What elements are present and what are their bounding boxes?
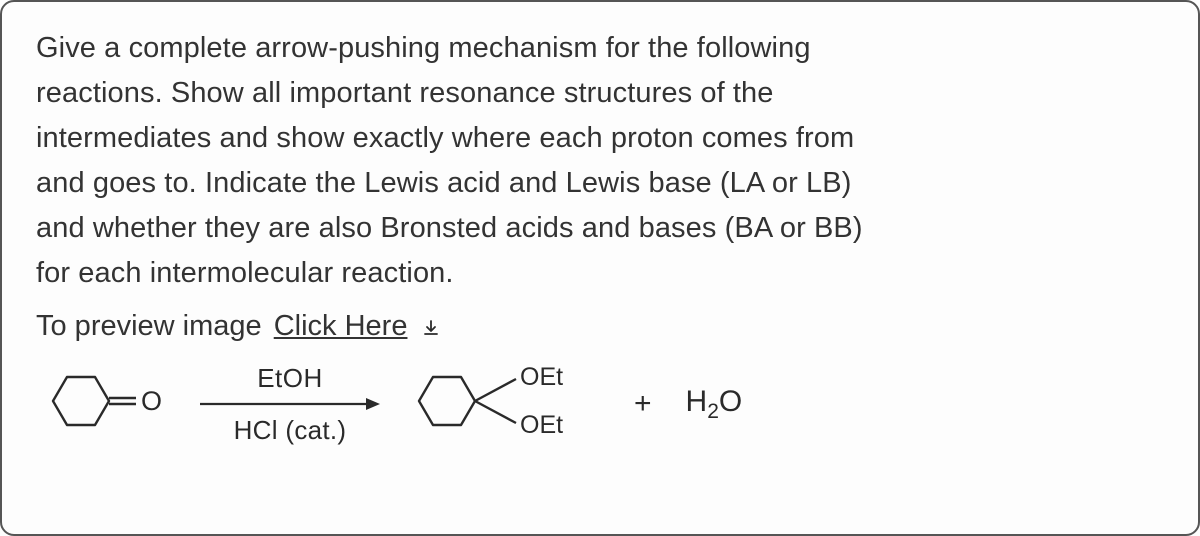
preview-prefix: To preview image <box>36 310 262 342</box>
reaction-arrow-block: EtOH HCl (cat.) <box>198 365 382 443</box>
prompt-line: Give a complete arrow-pushing mechanism … <box>36 32 811 64</box>
reaction-arrow-icon <box>198 393 382 415</box>
reactant-cyclohexanone: O <box>44 373 170 436</box>
water-o: O <box>719 385 742 418</box>
prompt-line: and goes to. Indicate the Lewis acid and… <box>36 167 851 199</box>
water-h: H <box>686 385 708 418</box>
arrow-reagent-top: EtOH <box>257 365 323 391</box>
prompt-line: for each intermolecular reaction. <box>36 257 454 289</box>
arrow-reagent-bottom: HCl (cat.) <box>234 417 347 443</box>
product-oet-upper: OEt <box>520 363 563 391</box>
prompt-line: and whether they are also Bronsted acids… <box>36 212 863 244</box>
water-sub: 2 <box>707 400 719 423</box>
preview-line: To preview image Click Here <box>36 310 1164 345</box>
plus-sign: + <box>628 387 658 421</box>
reaction-scheme: O EtOH HCl (cat.) OEt OEt + H2O <box>36 363 1164 446</box>
download-icon[interactable] <box>422 312 440 345</box>
prompt-line: intermediates and show exactly where eac… <box>36 122 854 154</box>
question-frame: Give a complete arrow-pushing mechanism … <box>0 0 1200 536</box>
product-diethyl-acetal: OEt OEt <box>410 363 600 446</box>
byproduct-water: H2O <box>686 385 743 424</box>
preview-link[interactable]: Click Here <box>274 310 408 342</box>
prompt-line: reactions. Show all important resonance … <box>36 77 774 109</box>
question-prompt: Give a complete arrow-pushing mechanism … <box>36 26 1164 296</box>
product-oet-lower: OEt <box>520 411 563 439</box>
svg-text:O: O <box>141 386 162 416</box>
